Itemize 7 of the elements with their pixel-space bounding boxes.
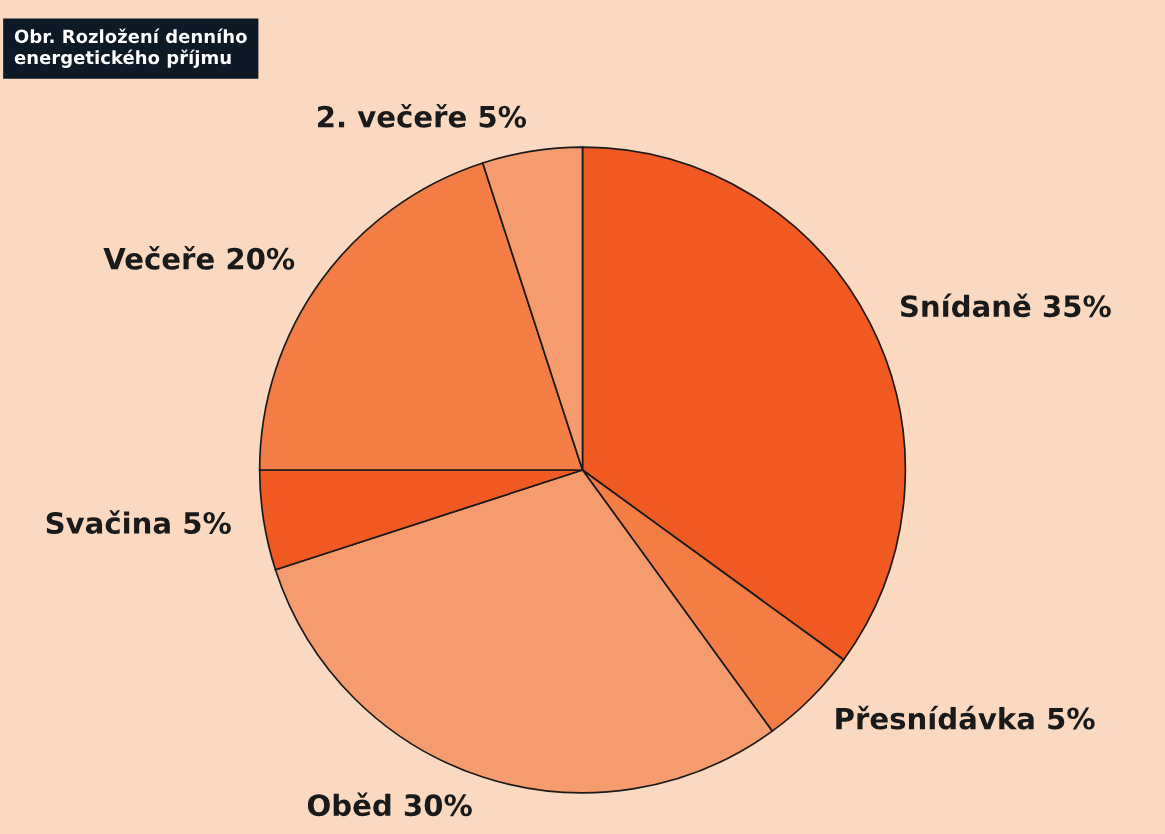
slice-label: Přesnídávka 5% (836, 705, 1095, 730)
slice-label: Svačina 5% (46, 510, 231, 535)
chart-title: Obr. Rozložení denního energetického příjmu (14, 28, 247, 68)
slice-label: Snídaně 35% (901, 293, 1111, 318)
slice-label: 2. večeře 5% (318, 103, 527, 128)
slice-label: Oběd 30% (307, 792, 472, 817)
slice-label: Večeře 20% (103, 245, 295, 270)
